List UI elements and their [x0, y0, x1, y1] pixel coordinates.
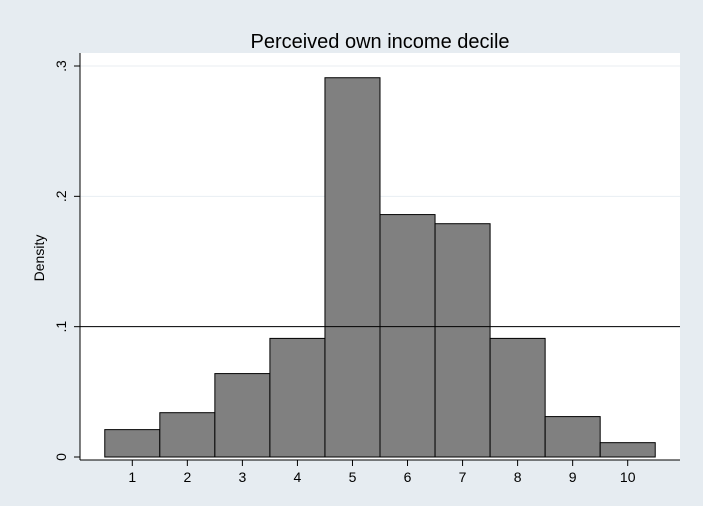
x-tick-label-4: 4 [294, 469, 302, 485]
bar-10 [599, 442, 656, 458]
x-tick-label-10: 10 [620, 469, 636, 485]
bar-7 [434, 223, 491, 458]
y-tick-label-2: .2 [53, 190, 69, 202]
y-tick-label-0: 0 [53, 453, 69, 461]
bar-1 [104, 429, 161, 458]
bar-4 [269, 337, 326, 458]
bars [104, 77, 656, 458]
bar-3 [214, 373, 271, 458]
bar-2 [159, 412, 216, 458]
x-tick-label-7: 7 [459, 469, 467, 485]
x-tick-label-3: 3 [238, 469, 246, 485]
y-axis-title: Density [31, 235, 47, 282]
x-tick-label-5: 5 [349, 469, 357, 485]
x-tick-label-6: 6 [404, 469, 412, 485]
axes: 0 .1 .2 .3 1 2 3 4 5 6 7 8 9 10 [53, 53, 680, 485]
x-tick-label-1: 1 [128, 469, 136, 485]
x-tick-label-2: 2 [183, 469, 191, 485]
x-tick-label-8: 8 [514, 469, 522, 485]
x-tick-label-9: 9 [569, 469, 577, 485]
chart-title: Perceived own income decile [250, 31, 509, 53]
y-tick-label-3: .3 [53, 60, 69, 72]
bar-5 [324, 77, 381, 458]
y-tick-label-1: .1 [53, 321, 69, 333]
bar-8 [489, 337, 546, 458]
bar-6 [379, 214, 436, 458]
bar-9 [544, 416, 601, 458]
